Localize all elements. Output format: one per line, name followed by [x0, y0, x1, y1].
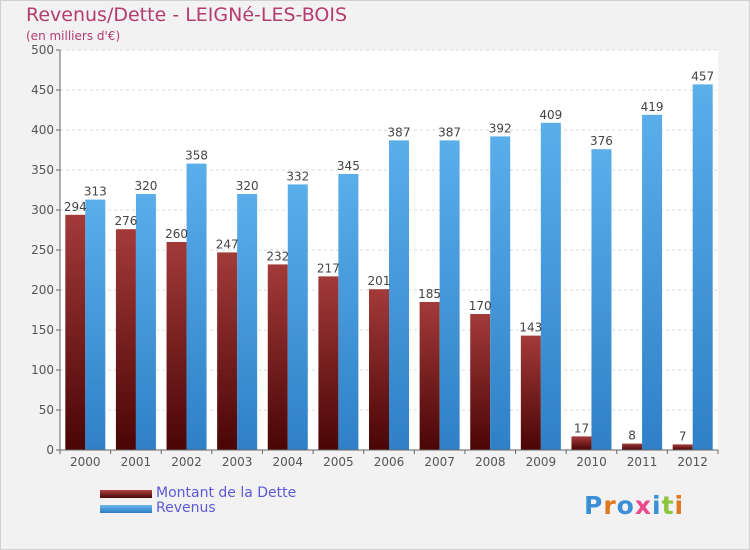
bar-debt — [369, 289, 389, 450]
y-tick-label: 500 — [31, 43, 54, 57]
data-label-revenue: 358 — [185, 149, 208, 163]
bar-revenue — [237, 194, 258, 450]
bar-revenue — [287, 184, 308, 450]
x-tick-label: 2012 — [677, 455, 708, 469]
legend-label-debt: Montant de la Dette — [156, 485, 297, 501]
data-label-debt: 294 — [64, 200, 87, 214]
data-label-debt: 201 — [368, 274, 391, 288]
logo-letter: t — [661, 491, 675, 520]
data-label-debt: 143 — [519, 321, 542, 335]
data-label-revenue: 419 — [641, 100, 664, 114]
data-label-debt: 17 — [574, 421, 589, 435]
bar-revenue — [692, 84, 713, 451]
legend-swatch-revenue — [100, 505, 152, 513]
proxiti-logo: Proxiti — [584, 491, 684, 520]
data-label-revenue: 387 — [388, 125, 411, 139]
bar-revenue — [642, 114, 663, 451]
legend-label-revenue: Revenus — [156, 500, 216, 516]
data-label-debt: 217 — [317, 261, 340, 275]
data-label-debt: 7 — [679, 429, 687, 443]
bar-revenue — [439, 140, 460, 450]
bar-revenue — [186, 163, 207, 450]
data-label-revenue: 387 — [438, 125, 461, 139]
data-label-revenue: 320 — [134, 179, 157, 193]
data-label-revenue: 457 — [691, 69, 714, 83]
x-tick-label: 2000 — [70, 455, 101, 469]
x-tick-label: 2009 — [526, 455, 557, 469]
y-tick-label: 200 — [31, 283, 54, 297]
logo-letter: i — [674, 491, 685, 520]
x-tick-label: 2002 — [171, 455, 202, 469]
bar-debt — [217, 252, 238, 450]
data-label-debt: 260 — [165, 227, 188, 241]
data-label-revenue: 409 — [539, 108, 562, 122]
x-tick-label: 2004 — [272, 455, 303, 469]
bar-revenue — [85, 199, 106, 450]
y-tick-label: 400 — [31, 123, 54, 137]
x-tick-label: 2006 — [374, 455, 405, 469]
bar-debt — [115, 229, 136, 450]
bar-revenue — [338, 174, 359, 450]
y-tick-label: 300 — [31, 203, 54, 217]
data-label-revenue: 332 — [286, 169, 309, 183]
bar-debt — [571, 436, 592, 450]
x-tick-label: 2005 — [323, 455, 354, 469]
bar-revenue — [389, 140, 409, 450]
y-tick-label: 100 — [31, 363, 54, 377]
bar-debt — [267, 264, 288, 450]
data-label-debt: 232 — [266, 249, 289, 263]
data-label-debt: 276 — [114, 214, 137, 228]
y-tick-label: 250 — [31, 243, 54, 257]
bar-debt — [470, 314, 491, 450]
bar-debt — [65, 214, 86, 450]
data-label-revenue: 376 — [590, 134, 613, 148]
bar-revenue — [490, 136, 511, 450]
x-tick-label: 2008 — [475, 455, 506, 469]
bar-debt — [520, 335, 541, 450]
x-tick-label: 2001 — [121, 455, 152, 469]
logo-letter: o — [616, 491, 635, 520]
bar-debt — [672, 444, 693, 450]
chart-subtitle: (en milliers d'€) — [26, 29, 121, 43]
data-label-debt: 170 — [469, 299, 492, 313]
logo-letter: r — [603, 491, 617, 520]
data-label-debt: 8 — [628, 429, 636, 443]
y-tick-label: 350 — [31, 163, 54, 177]
bar-debt — [419, 302, 440, 450]
data-label-debt: 247 — [216, 237, 239, 251]
x-tick-label: 2003 — [222, 455, 253, 469]
x-tick-label: 2010 — [576, 455, 607, 469]
bar-revenue — [591, 149, 612, 450]
y-tick-label: 150 — [31, 323, 54, 337]
y-tick-label: 450 — [31, 83, 54, 97]
bar-debt — [622, 443, 643, 450]
bar-debt — [318, 276, 339, 450]
x-tick-label: 2011 — [627, 455, 658, 469]
bar-revenue — [540, 122, 561, 451]
data-label-revenue: 345 — [337, 159, 360, 173]
logo-letter: x — [634, 491, 652, 520]
legend-swatch-debt — [100, 490, 152, 498]
data-label-revenue: 313 — [84, 185, 107, 199]
logo-letter: i — [652, 491, 662, 520]
data-label-revenue: 320 — [236, 179, 259, 193]
y-tick-label: 50 — [39, 403, 54, 417]
chart-title: Revenus/Dette - LEIGNé-LES-BOIS — [26, 4, 348, 26]
bar-revenue — [135, 194, 156, 450]
x-tick-label: 2007 — [424, 455, 455, 469]
data-label-debt: 185 — [418, 287, 441, 301]
y-tick-label: 0 — [46, 443, 54, 457]
logo-letter: P — [584, 491, 604, 520]
bar-debt — [166, 242, 187, 450]
data-label-revenue: 392 — [489, 121, 512, 135]
